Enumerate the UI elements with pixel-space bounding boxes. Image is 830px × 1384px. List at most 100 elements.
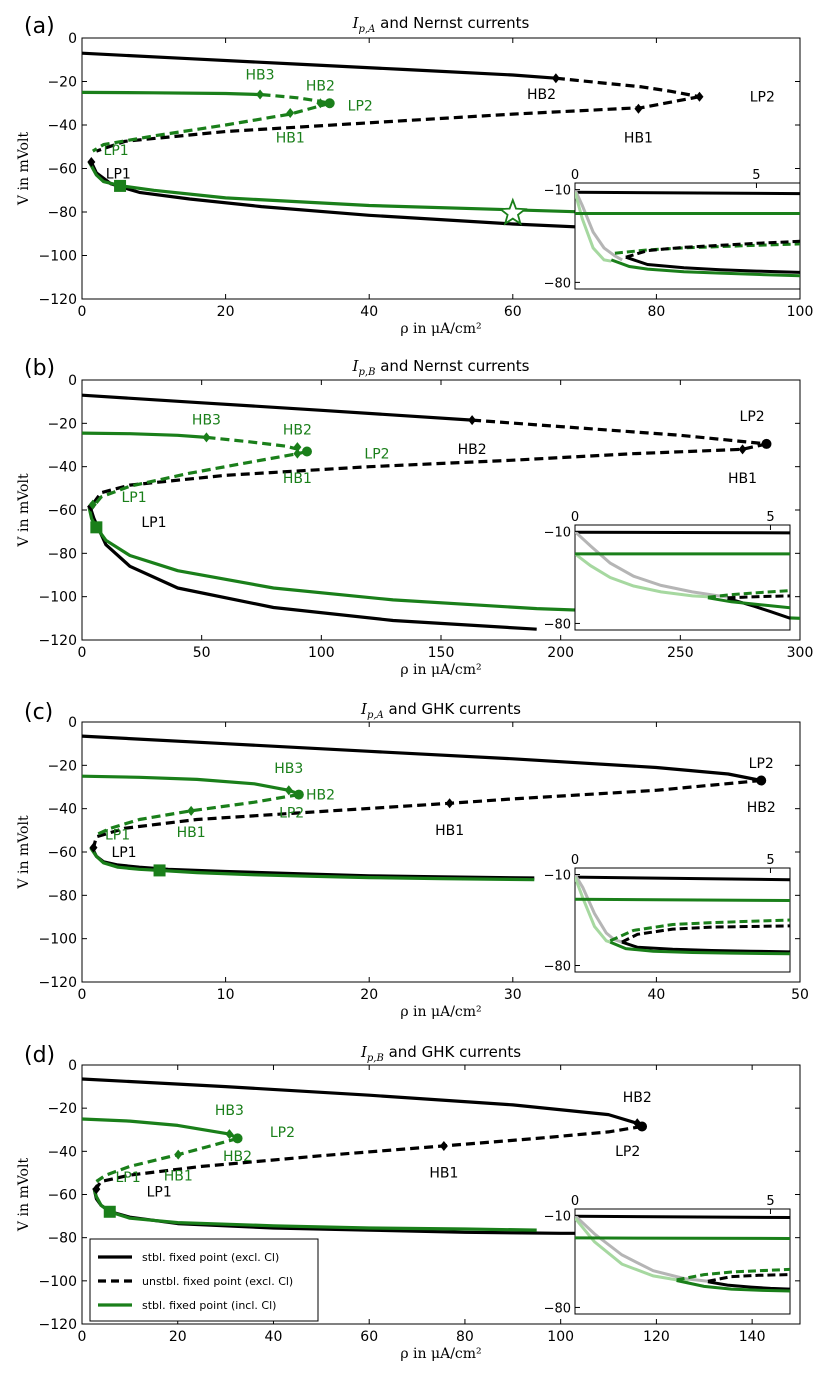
- y-axis-label: V in mVolt: [16, 1158, 32, 1233]
- x-tick-label: 60: [504, 304, 522, 320]
- inset-line: [621, 924, 790, 944]
- inset-y-tick-label: −80: [544, 276, 571, 291]
- point-label: HB2: [527, 87, 556, 103]
- y-tick-label: −40: [47, 460, 77, 476]
- inset-x-tick-label: 5: [752, 168, 760, 183]
- inset-line: [676, 1267, 790, 1282]
- inset: 0 5 −10 −80: [544, 510, 791, 632]
- series-line-black-unstable-upper: [555, 76, 700, 99]
- legend-label: stbl. fixed point (excl. Cl): [142, 1251, 279, 1264]
- inset-line: [575, 1236, 790, 1240]
- inset: 0 5 −10 −80: [544, 168, 801, 291]
- marker-circle: [761, 438, 772, 449]
- inset-y-tick-label: −80: [544, 960, 571, 975]
- point-label: HB1: [624, 130, 653, 146]
- marker-diamond: [738, 444, 747, 455]
- x-tick-label: 100: [547, 1329, 574, 1345]
- x-tick-label: 20: [169, 1329, 187, 1345]
- series-line-green-stable-lower: [89, 846, 535, 882]
- point-label: HB2: [458, 442, 487, 458]
- x-tick-label: 100: [787, 304, 814, 320]
- y-tick-label: −80: [47, 888, 77, 904]
- y-tick-label: −20: [47, 416, 77, 432]
- point-label: LP1: [147, 1184, 172, 1200]
- panel-tag: (b): [24, 356, 55, 381]
- inset-series: [575, 188, 800, 278]
- marker-diamond: [293, 448, 302, 459]
- inset-line: [575, 188, 623, 262]
- x-tick-label: 120: [643, 1329, 670, 1345]
- y-tick-label: −40: [47, 1144, 77, 1160]
- point-label: HB3: [274, 761, 303, 777]
- inset-line: [575, 897, 790, 902]
- inset-x-tick-label: 5: [766, 853, 774, 868]
- marker-square: [90, 521, 103, 534]
- point-label: HB3: [192, 413, 221, 429]
- point-label: LP2: [364, 447, 389, 463]
- marker-diamond: [695, 91, 704, 102]
- inset: 0 5 −10 −80: [544, 1194, 791, 1316]
- inset-line: [575, 875, 790, 882]
- y-tick-label: −120: [39, 292, 77, 308]
- chart-title: Ip,B and GHK currents: [360, 1043, 521, 1064]
- inset-y-tick-label: −10: [544, 184, 571, 199]
- marker-diamond: [174, 1149, 183, 1160]
- y-tick-label: 0: [68, 1058, 77, 1074]
- marker-circle: [301, 446, 312, 457]
- marker-square: [103, 1205, 116, 1218]
- marker-square: [153, 864, 166, 877]
- series-line-green-stable-upper: [82, 90, 262, 97]
- legend: stbl. fixed point (excl. Cl) unstbl. fixe…: [89, 1238, 319, 1322]
- point-label: HB2: [306, 788, 335, 804]
- x-tick-label: 20: [360, 987, 378, 1003]
- y-tick-label: −60: [47, 845, 77, 861]
- inset-line: [575, 876, 611, 944]
- marker-circle: [637, 1121, 648, 1132]
- x-tick-label: 40: [647, 987, 665, 1003]
- inset-series: [575, 1214, 790, 1293]
- chart-panel-3: (d) Ip,B and GHK currents 0 20 40 60 80 100 120 1…: [16, 1043, 801, 1362]
- x-axis-label: ρ in μA/cm²: [400, 321, 481, 337]
- series-group: [82, 734, 762, 882]
- x-axis-label: ρ in μA/cm²: [400, 1346, 481, 1362]
- marker-diamond: [445, 798, 454, 809]
- y-tick-label: −80: [47, 546, 77, 562]
- inset-line: [676, 1279, 790, 1293]
- series-line-black-stable-upper: [82, 393, 473, 422]
- legend-label: unstbl. fixed point (excl. Cl): [142, 1275, 293, 1288]
- point-label: LP2: [270, 1125, 295, 1141]
- marker-diamond: [202, 432, 211, 443]
- inset-line: [575, 530, 790, 535]
- series-line-black-stable-upper: [82, 1077, 638, 1125]
- y-axis-label: V in mVolt: [16, 132, 32, 207]
- point-label: HB2: [623, 1090, 652, 1106]
- x-tick-label: 100: [308, 645, 335, 661]
- y-tick-label: −60: [47, 1188, 77, 1204]
- y-tick-label: −60: [47, 503, 77, 519]
- point-label: LP2: [740, 409, 765, 425]
- point-label: HB2: [223, 1149, 252, 1165]
- y-tick-label: −20: [47, 758, 77, 774]
- y-tick-label: 0: [68, 715, 77, 731]
- panel-tag: (d): [24, 1043, 55, 1068]
- point-label: HB3: [215, 1103, 244, 1119]
- marker-diamond: [468, 415, 477, 426]
- series-group: [82, 1077, 643, 1235]
- y-tick-label: −120: [39, 1317, 77, 1333]
- inset-line: [575, 191, 612, 263]
- point-label: LP2: [615, 1144, 640, 1160]
- series-line-black-unstable-lower: [95, 1124, 643, 1189]
- point-label: HB1: [276, 130, 305, 146]
- series-line-green-unstable-upper: [261, 93, 331, 105]
- marker-diamond: [187, 805, 196, 816]
- point-label: HB1: [283, 471, 312, 487]
- series-line-green-unstable-lower: [91, 101, 331, 153]
- marker-diamond: [316, 98, 325, 109]
- x-tick-label: 200: [547, 645, 574, 661]
- series-line-green-stable-lower: [92, 1187, 537, 1232]
- inset-series: [575, 873, 790, 956]
- point-label: LP2: [348, 98, 373, 114]
- inset-line: [707, 1273, 790, 1283]
- x-tick-label: 40: [360, 304, 378, 320]
- series-line-black-unstable-lower: [91, 778, 762, 849]
